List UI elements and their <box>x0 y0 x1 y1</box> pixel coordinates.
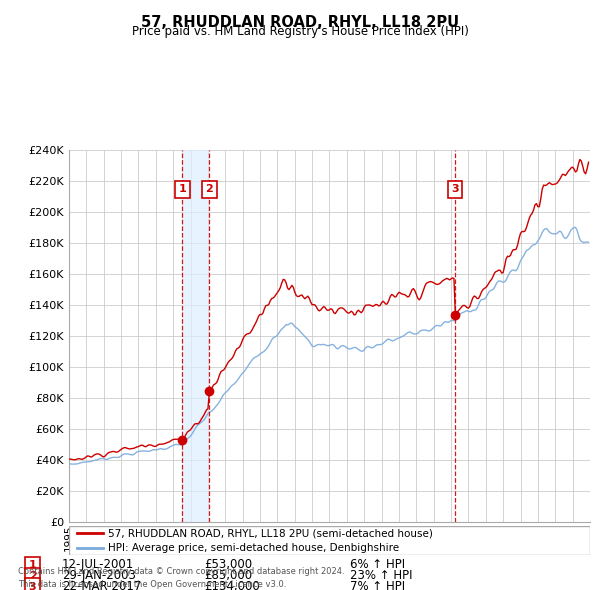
Text: 7% ↑ HPI: 7% ↑ HPI <box>350 581 405 590</box>
Text: £134,000: £134,000 <box>204 581 260 590</box>
Text: 6% ↑ HPI: 6% ↑ HPI <box>350 558 405 571</box>
Text: HPI: Average price, semi-detached house, Denbighshire: HPI: Average price, semi-detached house,… <box>108 543 399 552</box>
Text: 3: 3 <box>451 184 458 194</box>
Text: 29-JAN-2003: 29-JAN-2003 <box>62 569 136 582</box>
Text: £53,000: £53,000 <box>204 558 253 571</box>
Text: 12-JUL-2001: 12-JUL-2001 <box>62 558 134 571</box>
Text: Contains HM Land Registry data © Crown copyright and database right 2024.
This d: Contains HM Land Registry data © Crown c… <box>18 568 344 589</box>
Text: 2: 2 <box>205 184 213 194</box>
Text: 2: 2 <box>29 571 37 581</box>
Text: £85,000: £85,000 <box>204 569 253 582</box>
Text: 57, RHUDDLAN ROAD, RHYL, LL18 2PU (semi-detached house): 57, RHUDDLAN ROAD, RHYL, LL18 2PU (semi-… <box>108 529 433 538</box>
Text: 57, RHUDDLAN ROAD, RHYL, LL18 2PU: 57, RHUDDLAN ROAD, RHYL, LL18 2PU <box>141 15 459 30</box>
Text: 22-MAR-2017: 22-MAR-2017 <box>62 581 141 590</box>
Text: 23% ↑ HPI: 23% ↑ HPI <box>350 569 412 582</box>
Text: 3: 3 <box>29 582 37 590</box>
FancyBboxPatch shape <box>69 526 590 555</box>
Text: 1: 1 <box>29 560 37 570</box>
Text: Price paid vs. HM Land Registry's House Price Index (HPI): Price paid vs. HM Land Registry's House … <box>131 25 469 38</box>
Bar <box>182 150 209 522</box>
Text: 1: 1 <box>179 184 186 194</box>
